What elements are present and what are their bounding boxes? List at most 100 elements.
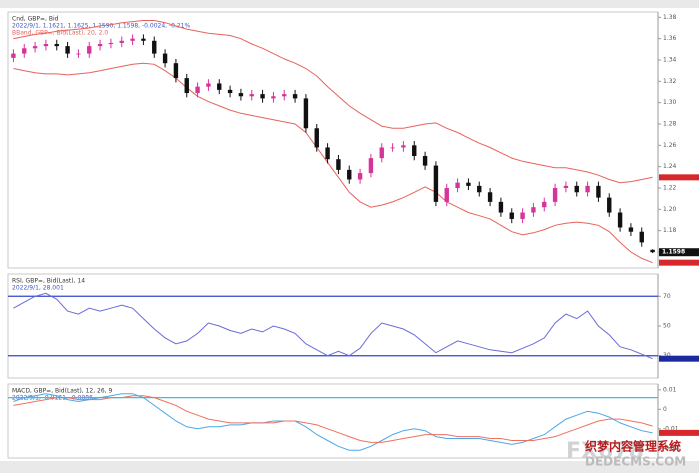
candle-body: [347, 169, 352, 180]
candle-body: [563, 185, 569, 188]
candle-body: [227, 89, 233, 94]
candle-body: [552, 188, 558, 202]
band-legend: BBand, GBP=, Bid(Last), 20, 2.0: [12, 30, 108, 37]
candle-body: [542, 201, 547, 208]
y-tick-label: 0: [663, 406, 667, 413]
candle-body: [357, 173, 363, 180]
series-line: [13, 393, 653, 451]
candle-body: [487, 192, 493, 202]
y-tick-label: 50: [663, 323, 671, 330]
candle-body: [119, 40, 124, 43]
y-tick-label: 1.36: [663, 35, 677, 42]
candle-body: [628, 227, 634, 232]
candle-body: [97, 44, 103, 47]
candle-body: [271, 96, 276, 99]
y-tick-label: -0.02: [663, 445, 679, 452]
last-price-box: [659, 248, 699, 257]
candle-body: [650, 249, 655, 253]
date-strip: [0, 461, 699, 473]
candle-body: [130, 38, 135, 41]
candle-body: [11, 53, 16, 58]
candle-body: [195, 86, 200, 94]
candle-body: [520, 212, 525, 219]
candle-body: [379, 147, 384, 159]
candle-body: [607, 197, 612, 213]
candle-body: [87, 46, 92, 54]
candle-body: [303, 98, 309, 129]
last-value-box: [659, 355, 699, 362]
candle-body: [412, 145, 417, 156]
y-tick-label: 1.24: [663, 163, 677, 170]
candle-body: [141, 38, 146, 41]
band-lower: [13, 62, 653, 264]
candle-body: [455, 182, 460, 188]
candle-body: [444, 188, 449, 202]
band-lower-marker: [659, 259, 699, 266]
watermark-brand: FX678: [566, 439, 644, 464]
candle-body: [509, 212, 514, 219]
y-tick-label: 1.20: [663, 206, 677, 213]
candle-body: [22, 48, 27, 54]
candle-body: [54, 44, 59, 47]
header-strip: [0, 0, 699, 8]
candle-body: [401, 145, 406, 148]
panel-subtitle: 2022/9/1, 28.001: [12, 285, 64, 292]
candle-body: [639, 231, 644, 243]
last-price-label: 1.1598: [662, 249, 685, 256]
candle-body: [336, 159, 341, 170]
candle-body: [184, 78, 189, 94]
candle-body: [368, 158, 374, 174]
candle-body: [390, 147, 395, 149]
candle-body: [477, 185, 482, 193]
y-tick-label: 1.26: [663, 142, 677, 149]
y-tick-label: 1.22: [663, 185, 677, 192]
y-tick-label: 70: [663, 293, 671, 300]
candle-body: [108, 42, 114, 44]
candle-body: [574, 185, 579, 193]
y-tick-label: 1.32: [663, 78, 677, 85]
band-upper: [13, 20, 653, 184]
candle-body: [162, 53, 168, 64]
candle-body: [76, 53, 81, 55]
series-line: [13, 395, 653, 443]
candle-body: [260, 94, 265, 99]
y-tick-label: 0.01: [663, 386, 677, 393]
watermark-site-url: DEDECMS.COM: [585, 455, 686, 469]
y-tick-label: 1.18: [663, 227, 677, 234]
candle-body: [585, 185, 590, 193]
series-line: [13, 292, 653, 360]
band-upper-marker: [659, 174, 699, 181]
candle-body: [238, 93, 244, 97]
y-tick-label: 1.28: [663, 121, 677, 128]
candle-body: [422, 156, 428, 166]
y-tick-label: 1.38: [663, 14, 677, 21]
panel-title: MACD, GBP=, Bid(Last), 12, 26, 9: [12, 388, 113, 395]
candle-body: [173, 63, 179, 79]
candle-body: [596, 185, 601, 198]
candle-body: [43, 44, 49, 47]
last-value-box: [659, 429, 699, 436]
candle-body: [206, 83, 211, 87]
y-tick-label: 1.30: [663, 99, 677, 106]
candle-body: [433, 165, 439, 202]
candle-body: [498, 201, 504, 213]
candle-body: [282, 94, 287, 97]
candle-body: [65, 46, 70, 54]
candle-body: [217, 83, 222, 90]
candle-body: [314, 128, 319, 148]
candle-body: [32, 46, 38, 49]
panel-title: Cnd, GBP=, Bid: [12, 16, 59, 23]
candle-body: [292, 94, 298, 99]
candle-body: [531, 207, 536, 213]
panel-title: RSI, GBP=, Bid(Last), 14: [12, 278, 85, 285]
candle-body: [152, 40, 157, 54]
candle-body: [249, 94, 254, 97]
candle-body: [325, 147, 330, 160]
y-tick-label: 1.34: [663, 57, 677, 64]
candle-body: [466, 182, 471, 186]
watermark-site-name: 织梦内容管理系统: [585, 439, 681, 454]
candle-body: [617, 212, 623, 228]
y-tick-label: -0.01: [663, 425, 679, 432]
